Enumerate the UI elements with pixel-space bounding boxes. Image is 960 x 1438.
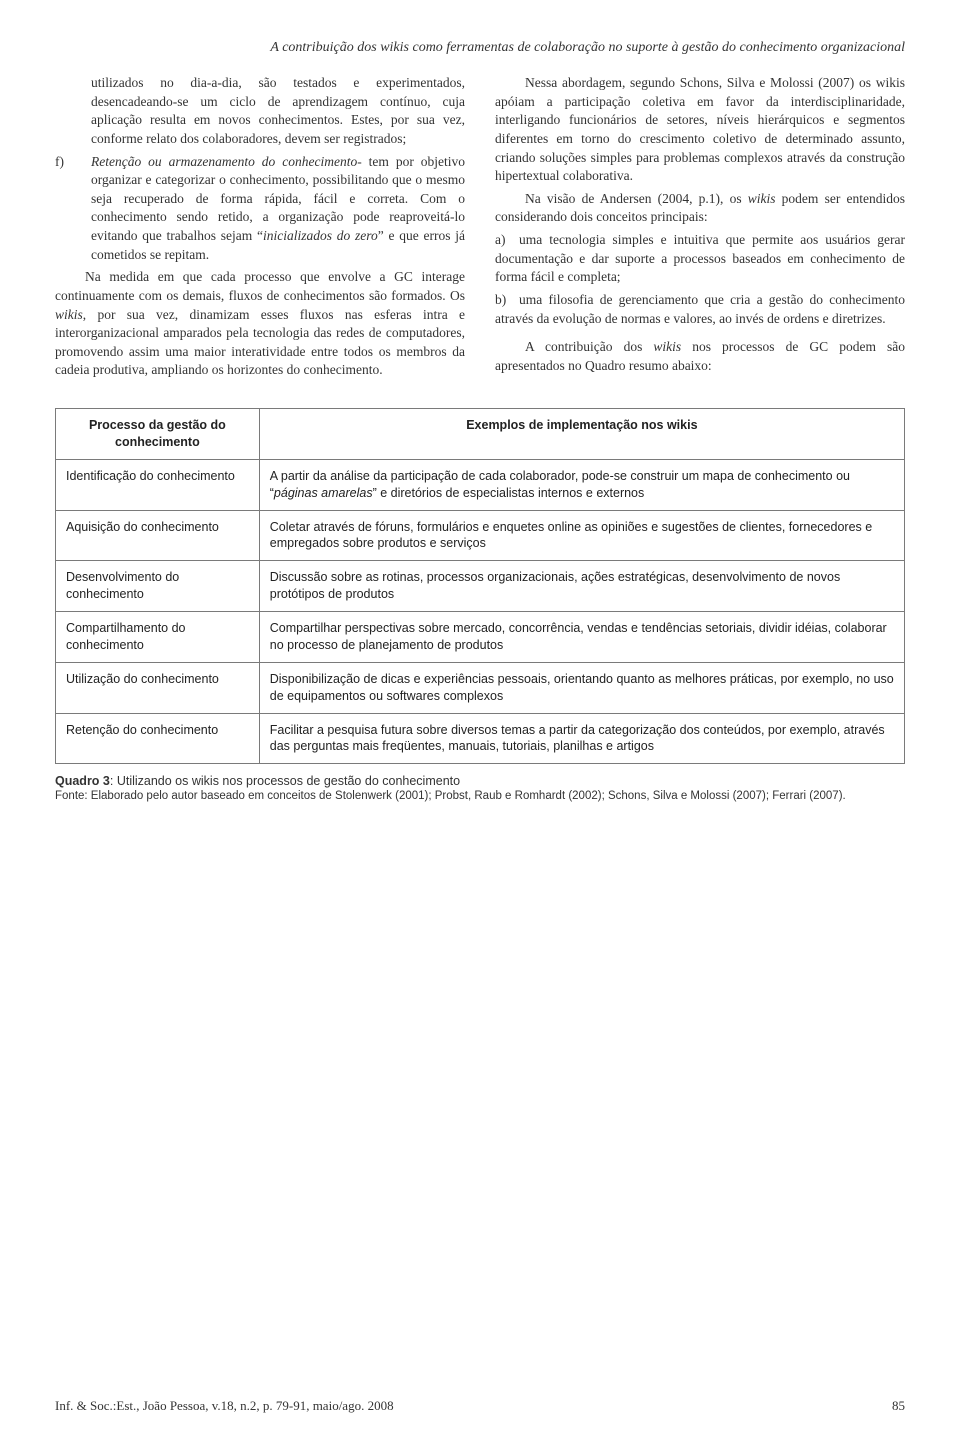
table-row: Compartilhamento do conhecimentoComparti… [56,612,905,663]
right-list-b-marker: b) [495,291,519,310]
table: Processo da gestão do conhecimento Exemp… [55,408,905,764]
item-f: f) Retenção ou armazenamento do conhecim… [91,153,465,265]
right-list-b: b)uma filosofia de gerenciamento que cri… [495,291,905,328]
table-cell-example: A partir da análise da participação de c… [259,459,904,510]
right-list-a-text: uma tecnologia simples e intuitiva que p… [495,232,905,284]
r3-italic: wikis [653,339,681,354]
l2-italic: wikis [55,307,83,322]
item-f-term: Retenção ou armazenamento do conheciment… [91,154,357,169]
table-cell-process: Compartilhamento do conhecimento [56,612,260,663]
right-column: Nessa abordagem, segundo Schons, Silva e… [495,74,905,384]
page: A contribuição dos wikis como ferramenta… [0,0,960,1438]
fonte-text: Elaborado pelo autor baseado em conceito… [88,790,846,802]
right-list-b-text: uma filosofia de gerenciamento que cria … [495,292,905,326]
right-paragraph-2: Na visão de Andersen (2004, p.1), os wik… [495,190,905,227]
table-row: Retenção do conhecimentoFacilitar a pesq… [56,713,905,764]
table-row: Utilização do conhecimentoDisponibilizaç… [56,662,905,713]
table-cell-example: Disponibilização de dicas e experiências… [259,662,904,713]
quadro-text: : Utilizando os wikis nos processos de g… [110,774,460,788]
table-row: Desenvolvimento do conhecimentoDiscussão… [56,561,905,612]
footer-journal-ref: Inf. & Soc.:Est., João Pessoa, v.18, n.2… [55,1398,394,1414]
right-list-a-marker: a) [495,231,519,250]
item-f-italic-inline: inicializados do zero [263,228,378,243]
quadro-caption: Quadro 3: Utilizando os wikis nos proces… [55,774,905,788]
table-cell-process: Utilização do conhecimento [56,662,260,713]
l2-post: , por sua vez, dinamizam esses fluxos na… [55,307,465,378]
left-column: utilizados no dia-a-dia, são testados e … [55,74,465,384]
cont-list-block: utilizados no dia-a-dia, são testados e … [91,74,465,264]
r2-pre: Na visão de Andersen (2004, p.1), os [525,191,748,206]
th-exemplos: Exemplos de implementação nos wikis [259,409,904,460]
footer-page-number: 85 [892,1398,905,1414]
table-cell-example: Discussão sobre as rotinas, processos or… [259,561,904,612]
r2-italic: wikis [748,191,776,206]
table-body: Identificação do conhecimentoA partir da… [56,459,905,764]
right-paragraph-3: A contribuição dos wikis nos processos d… [495,338,905,375]
left-paragraph-2: Na medida em que cada processo que envol… [55,268,465,380]
table-header-row: Processo da gestão do conhecimento Exemp… [56,409,905,460]
quadro-label: Quadro 3 [55,774,110,788]
th-processo: Processo da gestão do conhecimento [56,409,260,460]
table-cell-example: Facilitar a pesquisa futura sobre divers… [259,713,904,764]
page-footer: Inf. & Soc.:Est., João Pessoa, v.18, n.2… [55,1398,905,1414]
item-f-marker: f) [55,153,75,172]
cont-paragraph: utilizados no dia-a-dia, são testados e … [91,74,465,149]
table-cell-process: Aquisição do conhecimento [56,510,260,561]
l2-pre: Na medida em que cada processo que envol… [55,269,465,303]
table-cell-process: Identificação do conhecimento [56,459,260,510]
table-quadro-3: Processo da gestão do conhecimento Exemp… [55,408,905,764]
right-list-a: a)uma tecnologia simples e intuitiva que… [495,231,905,287]
two-column-body: utilizados no dia-a-dia, são testados e … [55,74,905,384]
quadro-fonte: Fonte: Elaborado pelo autor baseado em c… [95,790,905,802]
running-head: A contribuição dos wikis como ferramenta… [55,40,905,56]
table-cell-example: Coletar através de fóruns, formulários e… [259,510,904,561]
r3-pre: A contribuição dos [525,339,653,354]
table-cell-process: Desenvolvimento do conhecimento [56,561,260,612]
table-cell-example: Compartilhar perspectivas sobre mercado,… [259,612,904,663]
right-paragraph-1: Nessa abordagem, segundo Schons, Silva e… [495,74,905,186]
table-row: Aquisição do conhecimentoColetar através… [56,510,905,561]
fonte-label: Fonte: [55,790,88,802]
table-row: Identificação do conhecimentoA partir da… [56,459,905,510]
table-cell-process: Retenção do conhecimento [56,713,260,764]
